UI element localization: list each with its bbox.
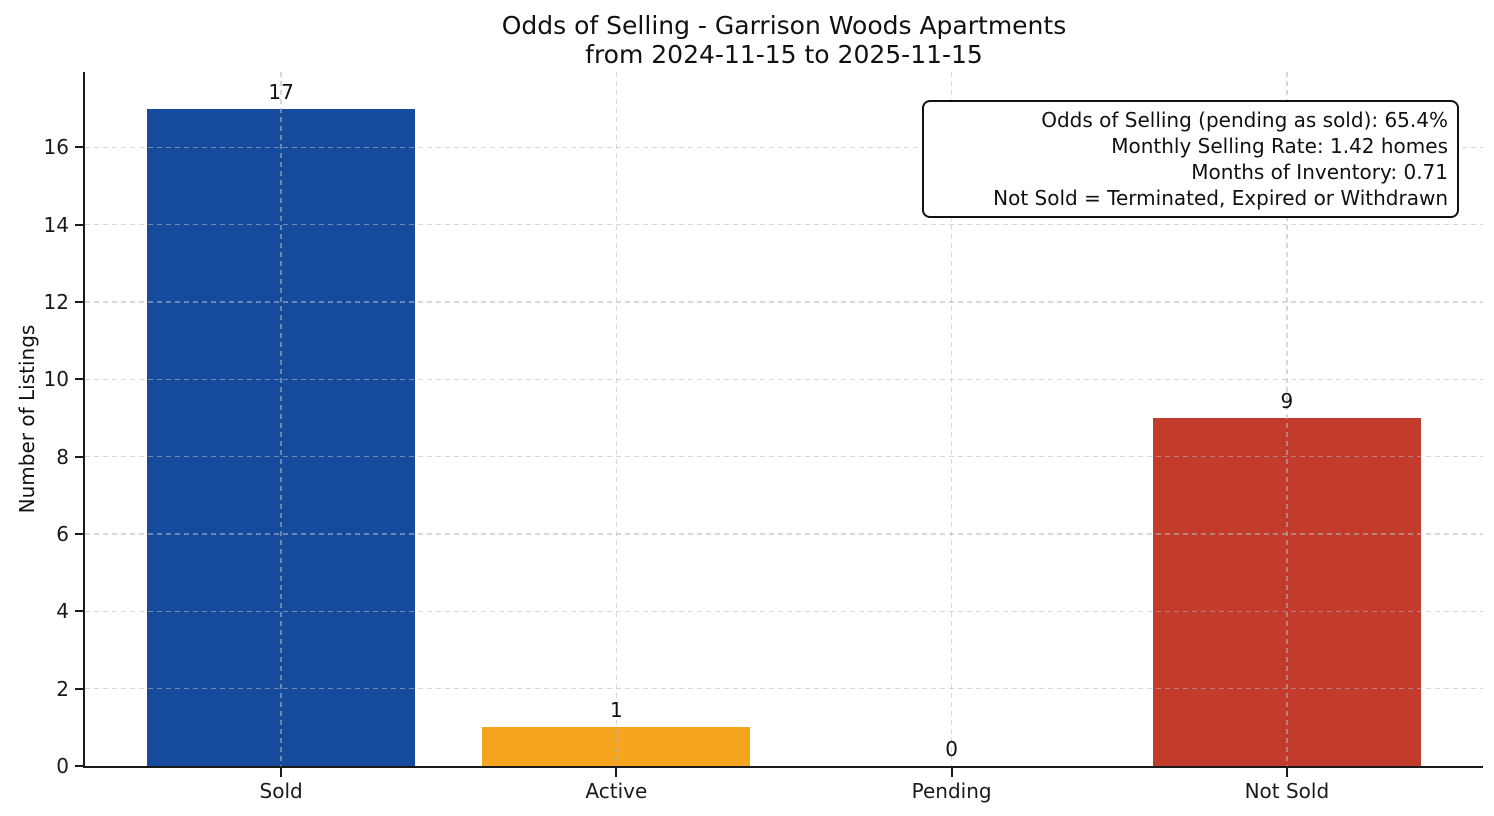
x-axis-spine [83,766,1483,768]
annotation-months-of-inventory: Months of Inventory: 0.71 [1191,160,1448,184]
plot-area: Sold Active Pending Not Sold 0 2 4 6 8 10 12 14 16 1… [44,72,1483,803]
bar-value-label-active: 1 [609,698,623,723]
x-tick-label-sold: Sold [259,779,303,803]
stats-annotation-box: Odds of Selling (pending as sold): 65.4%… [922,100,1459,218]
x-tick-mark [1285,768,1288,777]
y-tick-label: 8 [56,444,69,469]
y-tick-mark [75,146,83,149]
y-tick-mark [75,687,83,690]
gridline-horizontal [85,455,1483,458]
y-tick-label: 16 [43,135,69,160]
y-tick-label: 14 [43,212,69,237]
gridline-horizontal [85,687,1483,690]
chart-title: Odds of Selling - Garrison Woods Apartme… [501,11,1067,69]
y-tick-label: 12 [43,290,69,315]
gridline-vertical [280,72,282,766]
y-tick-mark [75,378,83,381]
x-tick-mark [950,768,953,777]
y-tick-label: 6 [56,522,69,547]
bar-value-label-sold: 17 [268,79,294,104]
x-tick-label-not-sold: Not Sold [1244,779,1330,803]
annotation-not-sold-definition: Not Sold = Terminated, Expired or Withdr… [993,186,1448,210]
y-tick-mark [75,223,83,226]
y-axis-spine [83,72,85,768]
annotation-monthly-selling-rate: Monthly Selling Rate: 1.42 homes [1111,134,1448,158]
axis-ticks: Sold Active Pending Not Sold 0 2 4 6 8 10 12 14 16 [44,72,1483,803]
gridline-horizontal [85,378,1483,381]
bar-value-label-not-sold: 9 [1280,389,1294,414]
y-tick-mark [75,301,83,304]
y-tick-mark [75,765,83,767]
bar-value-label-pending: 0 [945,737,958,761]
x-tick-label-pending: Pending [911,779,992,803]
gridline-vertical [615,72,618,766]
y-tick-label: 2 [56,676,69,701]
gridline-horizontal [85,224,1483,226]
x-tick-mark [615,768,618,777]
y-axis-label: Number of Listings [15,324,39,514]
gridline-horizontal [85,301,1483,303]
y-tick-mark [75,455,83,458]
y-tick-mark [75,610,83,613]
bar-value-labels: 17 1 0 9 [85,72,1483,766]
y-tick-label: 4 [56,599,69,624]
gridline-horizontal [85,610,1483,613]
gridline-vertical [950,72,953,766]
x-tick-label-active: Active [585,779,648,803]
y-tick-mark [75,533,83,536]
y-tick-label: 0 [56,754,69,778]
gridlines [85,72,1483,766]
annotation-odds-of-selling: Odds of Selling (pending as sold): 65.4% [1041,108,1448,132]
y-tick-label: 10 [43,367,69,392]
gridline-horizontal [85,533,1483,535]
x-tick-mark [280,768,283,777]
gridline-vertical [1286,72,1288,766]
gridline-horizontal [85,146,1483,149]
